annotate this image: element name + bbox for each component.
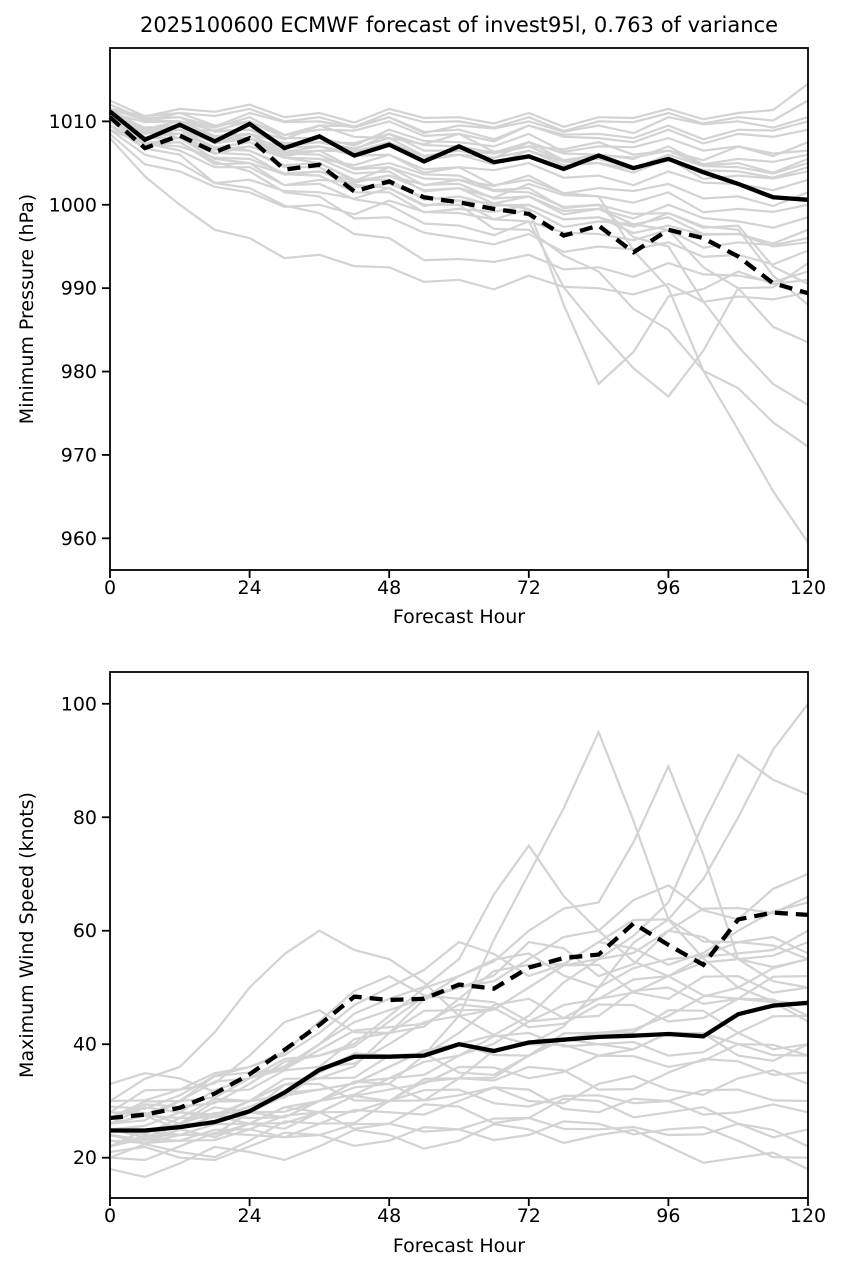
ensemble-member-line [109,120,809,181]
x-tick-label: 120 [790,1205,826,1227]
x-tick-label: 120 [790,577,826,599]
ensemble-member-line [109,929,809,1119]
dashed-forecast-line [108,115,809,296]
ensemble-member-line [109,843,809,1116]
ensemble-member-line [109,918,809,1142]
y-tick-label: 990 [61,278,97,300]
y-tick-label: 970 [61,444,97,466]
x-tick-label: 96 [656,577,680,599]
y-axis-label: Maximum Wind Speed (knots) [16,792,38,1078]
x-tick-label: 72 [517,1205,541,1227]
ensemble-member-line [109,1009,809,1159]
x-tick-label: 48 [377,577,401,599]
x-tick-label: 48 [377,1205,401,1227]
x-tick-label: 24 [238,1205,262,1227]
dashed-forecast-line [109,910,809,1121]
x-tick-label: 24 [238,577,262,599]
ensemble-member-line [109,111,809,544]
ensemble-member-line [109,940,809,1131]
ensemble-member-line [109,1123,809,1179]
ensemble-member-line [109,103,809,135]
ensemble-member-line [109,116,809,175]
ensemble-member-line [109,120,809,448]
x-axis-label: Forecast Hour [393,606,525,628]
ensemble-member-line [109,975,809,1136]
ensemble-member-line [109,1088,809,1148]
y-tick-label: 980 [61,361,97,383]
ensemble-member-line [109,133,809,245]
x-tick-label: 96 [656,1205,680,1227]
ensemble-member-line [109,112,809,249]
plot-border [109,671,809,1199]
figure-title: 2025100600 ECMWF forecast of invest95l, … [139,13,779,37]
ensemble-member-line [109,107,809,141]
ensemble-member-line [109,99,809,133]
y-tick-label: 960 [61,528,97,550]
x-tick-label: 72 [517,577,541,599]
ensemble-member-line [109,895,809,1148]
x-axis-label: Forecast Hour [393,1235,525,1257]
ensemble-member-line [109,137,809,304]
y-axis-label: Minimum Pressure (hPa) [16,194,38,424]
ensemble-member-line [109,124,809,284]
y-tick-label: 1010 [49,111,97,133]
x-tick-label: 0 [104,577,116,599]
ensemble-member-line [109,112,809,158]
ensemble-member-line [109,1097,809,1139]
y-tick-label: 60 [73,920,97,942]
y-tick-label: 40 [73,1034,97,1056]
solid-mean-forecast-line [108,109,809,202]
ensemble-member-line [109,929,809,1102]
y-tick-label: 1000 [49,194,97,216]
ensemble-member-line [109,901,809,1103]
y-tick-label: 20 [73,1147,97,1169]
ensemble-member-line [109,997,809,1111]
ensemble-member-line [109,128,809,306]
x-tick-label: 0 [104,1205,116,1227]
plot-border [109,47,809,571]
ensemble-member-line [109,83,809,128]
ensemble-member-line [109,1120,809,1162]
ensemble-member-line [109,941,809,1148]
y-tick-label: 100 [61,693,97,715]
solid-mean-forecast-line [110,1000,809,1133]
y-tick-label: 80 [73,807,97,829]
ensemble-member-line [109,753,809,1125]
